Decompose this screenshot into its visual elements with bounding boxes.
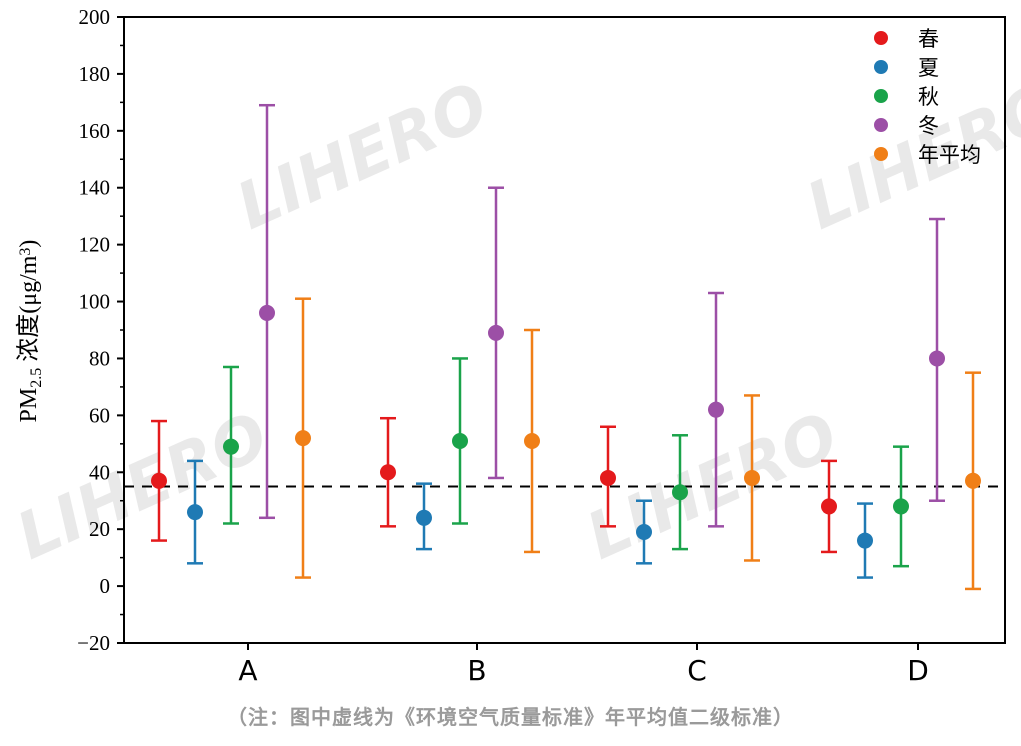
data-point [151, 472, 167, 489]
data-point [223, 438, 239, 455]
legend-marker [874, 118, 888, 132]
series-5 [295, 297, 981, 591]
series-layer [151, 103, 981, 591]
y-tick-label: 160 [79, 119, 111, 143]
data-point [708, 401, 724, 418]
data-point [744, 469, 760, 486]
y-tick-label: 100 [79, 290, 111, 314]
x-tick-label: B [467, 654, 486, 687]
data-point [821, 498, 837, 515]
y-axis-label: PM2.5 浓度(μg/m3) [15, 240, 45, 423]
data-point [672, 484, 688, 501]
data-point [929, 350, 945, 367]
series-3 [223, 357, 909, 568]
x-tick-label: D [907, 654, 929, 687]
y-axis-label-part: 2.5 [28, 368, 45, 388]
x-tick-label: C [687, 654, 707, 687]
legend-label: 夏 [918, 56, 939, 80]
series-1 [151, 416, 837, 554]
data-point [893, 498, 909, 515]
y-tick-label: 120 [79, 233, 111, 257]
y-tick-label: 80 [89, 346, 110, 370]
legend-marker [874, 147, 888, 161]
data-point [636, 524, 652, 541]
footnote: （注：图中虚线为《环境空气质量标准》年平均值二级标准） [227, 705, 794, 729]
watermark-text: LIHERO [796, 69, 1021, 245]
plot-frame [123, 16, 1006, 644]
data-point [380, 464, 396, 481]
data-point [452, 432, 468, 449]
legend-marker [874, 89, 888, 103]
data-point [488, 324, 504, 341]
y-tick-label: 60 [89, 403, 110, 427]
y-axis-label-part: 浓度(μg/m [15, 255, 42, 368]
data-point [259, 304, 275, 321]
data-point [187, 504, 203, 521]
data-point [524, 432, 540, 449]
series-2 [187, 459, 873, 579]
legend-marker [874, 60, 888, 74]
data-point [295, 430, 311, 447]
legend-label: 春 [918, 27, 939, 51]
y-tick-label: −20 [77, 631, 110, 655]
y-tick-label: 20 [89, 517, 110, 541]
legend-label: 年平均 [918, 143, 981, 167]
y-axis-label-part: 3 [17, 248, 34, 256]
y-tick-label: 180 [79, 62, 111, 86]
y-tick-label: 140 [79, 176, 111, 200]
series-4 [259, 103, 945, 528]
legend-marker [874, 31, 888, 45]
x-tick-label: A [238, 654, 257, 687]
data-point [416, 509, 432, 526]
data-point [857, 532, 873, 549]
y-axis-label-part: ) [16, 240, 42, 248]
y-tick-label: 40 [89, 460, 110, 484]
legend-label: 秋 [918, 85, 939, 109]
y-axis-label-part: PM [16, 388, 42, 423]
y-tick-label: 0 [100, 574, 111, 598]
axes: −20 0 20 40 60 80 100 120 140 160 180 200 A B C D [77, 5, 1006, 687]
data-point [965, 472, 981, 489]
data-point [600, 469, 616, 486]
y-tick-label: 200 [79, 5, 111, 29]
legend-label: 冬 [918, 114, 939, 138]
